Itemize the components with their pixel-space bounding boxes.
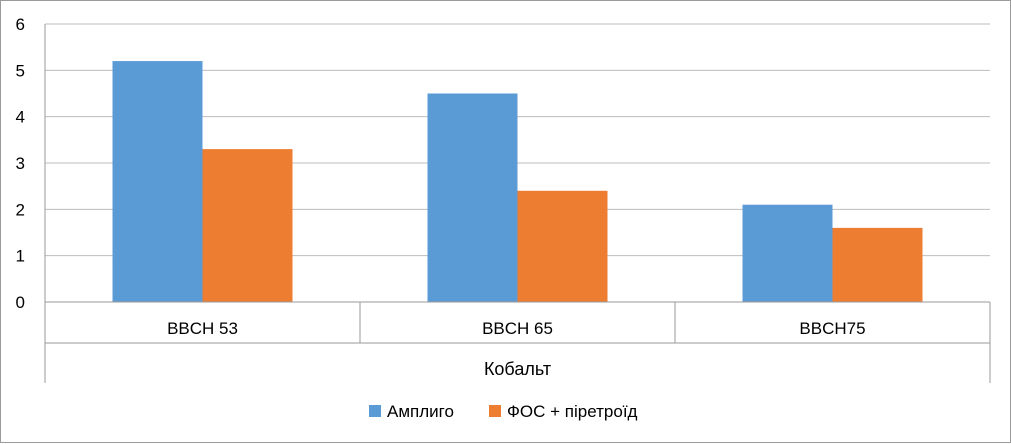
y-tick-label: 5: [16, 61, 25, 80]
category-label: BBCH 65: [482, 319, 553, 338]
legend-label: Амплиго: [387, 402, 454, 421]
category-group-label: Кобальт: [484, 359, 551, 379]
y-tick-label: 6: [16, 15, 25, 34]
category-label: BBCH75: [799, 319, 865, 338]
legend: Амплиго ФОС + піретроїд: [369, 402, 638, 421]
bar-series-1-cat-2: [427, 93, 518, 302]
y-tick-label: 1: [16, 247, 25, 266]
bar-series-1-cat-1: [112, 61, 203, 302]
bar-series-2-cat-1: [202, 149, 293, 302]
category-label: BBCH 53: [167, 319, 238, 338]
y-axis-tick-labels: 0 1 2 3 4 5 6: [16, 15, 25, 312]
legend-label: ФОС + піретроїд: [507, 402, 638, 421]
legend-swatch: [489, 405, 501, 417]
y-tick-label: 0: [16, 293, 25, 312]
y-tick-label: 4: [16, 108, 25, 127]
bar-series-2-cat-3: [832, 227, 923, 302]
bar-series-2-cat-2: [517, 190, 608, 302]
legend-swatch: [369, 405, 381, 417]
category-labels: BBCH 53 BBCH 65 BBCH75: [167, 319, 866, 338]
bar-series-1-cat-3: [742, 204, 833, 302]
bars: [112, 61, 923, 302]
y-tick-label: 3: [16, 154, 25, 173]
y-tick-label: 2: [16, 200, 25, 219]
axes: [44, 24, 991, 383]
